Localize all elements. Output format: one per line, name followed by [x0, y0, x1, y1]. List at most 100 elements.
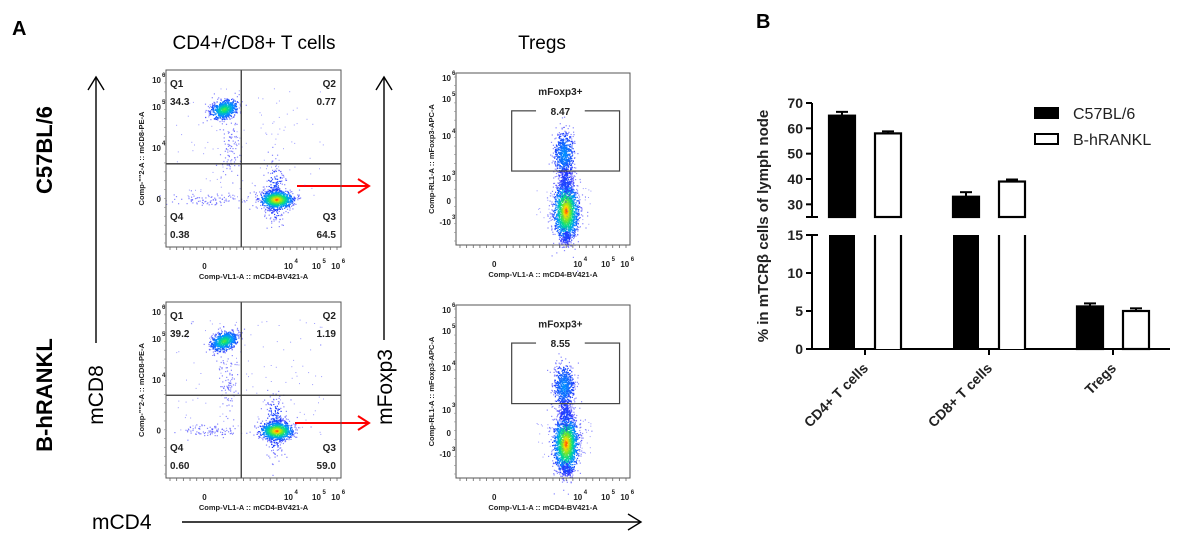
quadrant-value-q2: 1.19 [317, 329, 337, 340]
x-tick-label: 0 [492, 260, 497, 269]
y-tick-exponent: 5 [452, 324, 456, 330]
plot-frame [165, 69, 342, 248]
red-arrow-bottom [295, 415, 371, 431]
y-tick-label: 70 [787, 95, 803, 111]
gate-label-bg [536, 336, 585, 349]
x-channel-label: Comp-VL1-A :: mCD4-BV421-A [488, 503, 598, 512]
y-tick-exponent: 4 [452, 361, 456, 367]
y-tick-exponent: 6 [162, 305, 166, 311]
bar-bhrankl-upper [997, 180, 1027, 219]
y-tick-label: 10 [442, 95, 451, 104]
col-title-cd4cd8: CD4+/CD8+ T cells [173, 33, 336, 54]
x-tick-label: 10 [312, 493, 321, 502]
x-channel-label: Comp-VL1-A :: mCD4-BV421-A [488, 270, 598, 279]
x-tick-label: 10 [620, 493, 629, 502]
x-tick-label: 10 [284, 493, 293, 502]
y-tick-exponent: 6 [452, 71, 456, 77]
quadrant-name-q2: Q2 [323, 311, 337, 322]
y-tick-label: 10 [152, 76, 161, 85]
y-tick-label: -10 [439, 218, 451, 227]
y-tick-label: 10 [442, 327, 451, 336]
y-tick-exponent: 6 [162, 73, 166, 79]
quadrant-value-q1: 34.3 [170, 97, 190, 108]
y-tick-label: 50 [787, 146, 803, 162]
y-tick-label: -10 [439, 450, 451, 459]
x-tick-exponent: 5 [323, 259, 327, 265]
x-tick-label: 10 [573, 493, 582, 502]
y-tick-exponent: 4 [162, 141, 166, 147]
y-tick-exponent: 3 [452, 447, 456, 453]
y-tick-label: 10 [442, 74, 451, 83]
x-tick-exponent: 4 [295, 490, 299, 496]
y-axis-title: % in mTCRβ cells of lymph node [755, 110, 772, 343]
x-tick-exponent: 6 [631, 257, 635, 263]
quadrant-value-q4: 0.38 [170, 230, 190, 241]
quadrant-value-q3: 64.5 [317, 230, 337, 241]
mcd4-axis-label: mCD4 [92, 511, 152, 534]
y-tick-exponent: 4 [162, 373, 166, 379]
y-tick-exponent: 5 [162, 100, 166, 106]
quadrant-value-q3: 59.0 [317, 461, 337, 472]
y-tick-label: 10 [787, 265, 803, 281]
panel-a-label: A [12, 18, 26, 40]
col-title-tregs: Tregs [518, 33, 566, 54]
y-tick-exponent: 3 [452, 171, 456, 177]
quadrant-name-q3: Q3 [323, 212, 337, 223]
y-channel-label: Comp-RL1-A :: mFoxp3-APC-A [427, 104, 436, 214]
legend-swatch-bhrankl [1034, 133, 1059, 145]
x-tick-exponent: 4 [295, 259, 299, 265]
mcd4-axis-arrow [182, 513, 643, 531]
bar-c57bl6-lower [953, 235, 979, 349]
y-tick-label: 10 [442, 174, 451, 183]
mfoxp3-axis-label: mFoxp3 [374, 349, 397, 425]
y-tick-exponent: 6 [452, 303, 456, 309]
y-tick-label: 5 [795, 303, 803, 319]
panel-b-label: B [756, 11, 770, 33]
y-tick-label: 0 [447, 197, 452, 206]
quadrant-name-q1: Q1 [170, 311, 184, 322]
quadrant-name-q1: Q1 [170, 79, 184, 90]
quadrant-value-q4: 0.60 [170, 461, 190, 472]
x-tick-label: 10 [601, 493, 610, 502]
y-tick-label: 0 [157, 195, 162, 204]
y-tick-label: 10 [442, 406, 451, 415]
x-channel-label: Comp-VL1-A :: mCD4-BV421-A [199, 503, 309, 512]
x-tick-label: 10 [312, 262, 321, 271]
gate-value: 8.55 [551, 339, 571, 350]
plot-frame [455, 72, 631, 246]
gate-label-bg [536, 103, 585, 116]
y-tick-label: 10 [442, 364, 451, 373]
y-tick-label: 10 [152, 308, 161, 317]
x-tick-label: 0 [492, 493, 497, 502]
plot-frame [165, 301, 342, 479]
y-tick-exponent: 5 [162, 332, 166, 338]
y-tick-label: 30 [787, 196, 803, 212]
row-label-c57bl6: C57BL/6 [32, 106, 57, 194]
quadrant-name-q4: Q4 [170, 212, 184, 223]
row-label-bhrankl: B-hRANKL [32, 338, 57, 452]
y-tick-label: 10 [152, 376, 161, 385]
bar-bhrankl-lower [999, 235, 1025, 349]
quadrant-name-q3: Q3 [323, 443, 337, 454]
quadrant-name-q4: Q4 [170, 443, 184, 454]
y-channel-label: Comp-RL1-A :: mFoxp3-APC-A [427, 336, 436, 446]
y-tick-label: 40 [787, 171, 803, 187]
quadrant-value-q1: 39.2 [170, 329, 190, 340]
y-tick-label: 15 [787, 227, 803, 243]
legend-swatch-c57bl6 [1034, 107, 1059, 119]
bar-c57bl6-upper [827, 114, 857, 219]
x-tick-label: 10 [284, 262, 293, 271]
x-tick-exponent: 5 [323, 490, 327, 496]
gate-name: mFoxp3+ [538, 319, 582, 330]
x-tick-exponent: 6 [631, 490, 635, 496]
x-tick-label: 10 [331, 262, 340, 271]
bar-bhrankl-lower [875, 235, 901, 349]
mcd8-axis-arrow [87, 75, 105, 343]
x-tick-exponent: 5 [612, 257, 616, 263]
mcd8-axis-label: mCD8 [85, 365, 108, 425]
x-tick-exponent: 6 [342, 259, 346, 265]
x-tick-exponent: 4 [584, 257, 588, 263]
